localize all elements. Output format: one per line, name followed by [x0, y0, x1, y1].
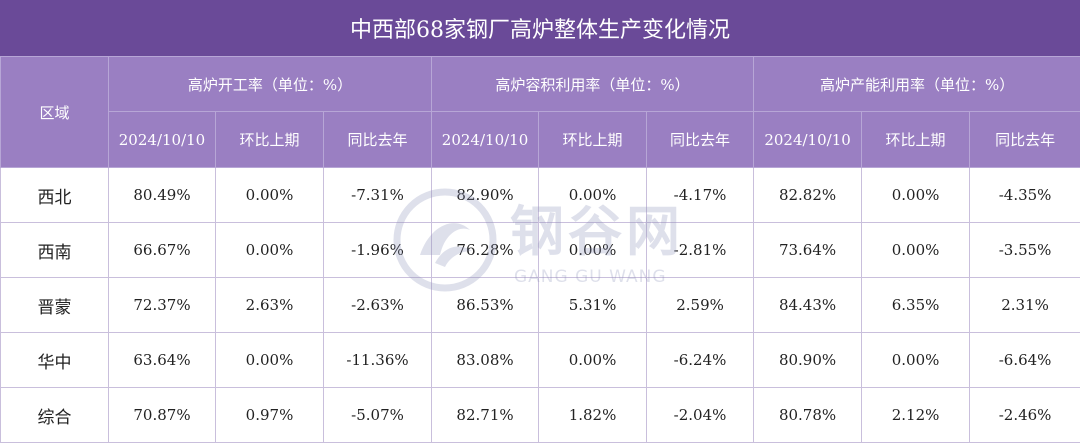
value-cell: 80.90% [754, 333, 862, 388]
region-cell: 西北 [1, 168, 109, 223]
value-cell: 66.67% [109, 223, 216, 278]
value-cell: 0.97% [216, 388, 324, 443]
value-cell: 1.82% [539, 388, 647, 443]
group-header-capacity-utilization: 高炉产能利用率（单位：%） [754, 57, 1080, 112]
region-cell: 晋蒙 [1, 278, 109, 333]
region-header: 区域 [1, 57, 109, 168]
value-cell: 70.87% [109, 388, 216, 443]
sub-header-date: 2024/10/10 [109, 112, 216, 168]
value-cell: -4.35% [970, 168, 1080, 223]
value-cell: 72.37% [109, 278, 216, 333]
value-cell: 80.49% [109, 168, 216, 223]
value-cell: 5.31% [539, 278, 647, 333]
region-cell: 华中 [1, 333, 109, 388]
value-cell: -11.36% [324, 333, 432, 388]
value-cell: 0.00% [216, 223, 324, 278]
sub-header-mom: 环比上期 [216, 112, 324, 168]
group-header-volume-utilization: 高炉容积利用率（单位：%） [432, 57, 754, 112]
value-cell: 0.00% [539, 333, 647, 388]
group-header-blast-furnace-operating-rate: 高炉开工率（单位：%） [109, 57, 432, 112]
value-cell: -2.04% [647, 388, 754, 443]
value-cell: -6.64% [970, 333, 1080, 388]
value-cell: 80.78% [754, 388, 862, 443]
value-cell: -5.07% [324, 388, 432, 443]
value-cell: 2.12% [862, 388, 970, 443]
value-cell: -2.81% [647, 223, 754, 278]
value-cell: 0.00% [862, 333, 970, 388]
value-cell: 82.82% [754, 168, 862, 223]
value-cell: 83.08% [432, 333, 539, 388]
value-cell: 6.35% [862, 278, 970, 333]
value-cell: -2.63% [324, 278, 432, 333]
value-cell: 86.53% [432, 278, 539, 333]
value-cell: -6.24% [647, 333, 754, 388]
value-cell: 2.63% [216, 278, 324, 333]
value-cell: -2.46% [970, 388, 1080, 443]
sub-header-mom: 环比上期 [539, 112, 647, 168]
sub-header-yoy: 同比去年 [324, 112, 432, 168]
sub-header-yoy: 同比去年 [970, 112, 1080, 168]
value-cell: -3.55% [970, 223, 1080, 278]
value-cell: 0.00% [862, 168, 970, 223]
sub-header-date: 2024/10/10 [432, 112, 539, 168]
sub-header-yoy: 同比去年 [647, 112, 754, 168]
value-cell: 76.28% [432, 223, 539, 278]
sub-header-date: 2024/10/10 [754, 112, 862, 168]
value-cell: 0.00% [539, 223, 647, 278]
table-title: 中西部68家钢厂高炉整体生产变化情况 [0, 0, 1080, 56]
value-cell: 73.64% [754, 223, 862, 278]
value-cell: 0.00% [216, 333, 324, 388]
value-cell: 0.00% [862, 223, 970, 278]
value-cell: 82.71% [432, 388, 539, 443]
value-cell: 2.31% [970, 278, 1080, 333]
value-cell: 84.43% [754, 278, 862, 333]
value-cell: -4.17% [647, 168, 754, 223]
value-cell: -1.96% [324, 223, 432, 278]
value-cell: -7.31% [324, 168, 432, 223]
value-cell: 2.59% [647, 278, 754, 333]
sub-header-mom: 环比上期 [862, 112, 970, 168]
value-cell: 0.00% [216, 168, 324, 223]
value-cell: 0.00% [539, 168, 647, 223]
region-cell: 西南 [1, 223, 109, 278]
production-table: 区域 高炉开工率（单位：%） 高炉容积利用率（单位：%） 高炉产能利用率（单位：… [0, 56, 1080, 443]
region-cell: 综合 [1, 388, 109, 443]
value-cell: 82.90% [432, 168, 539, 223]
value-cell: 63.64% [109, 333, 216, 388]
